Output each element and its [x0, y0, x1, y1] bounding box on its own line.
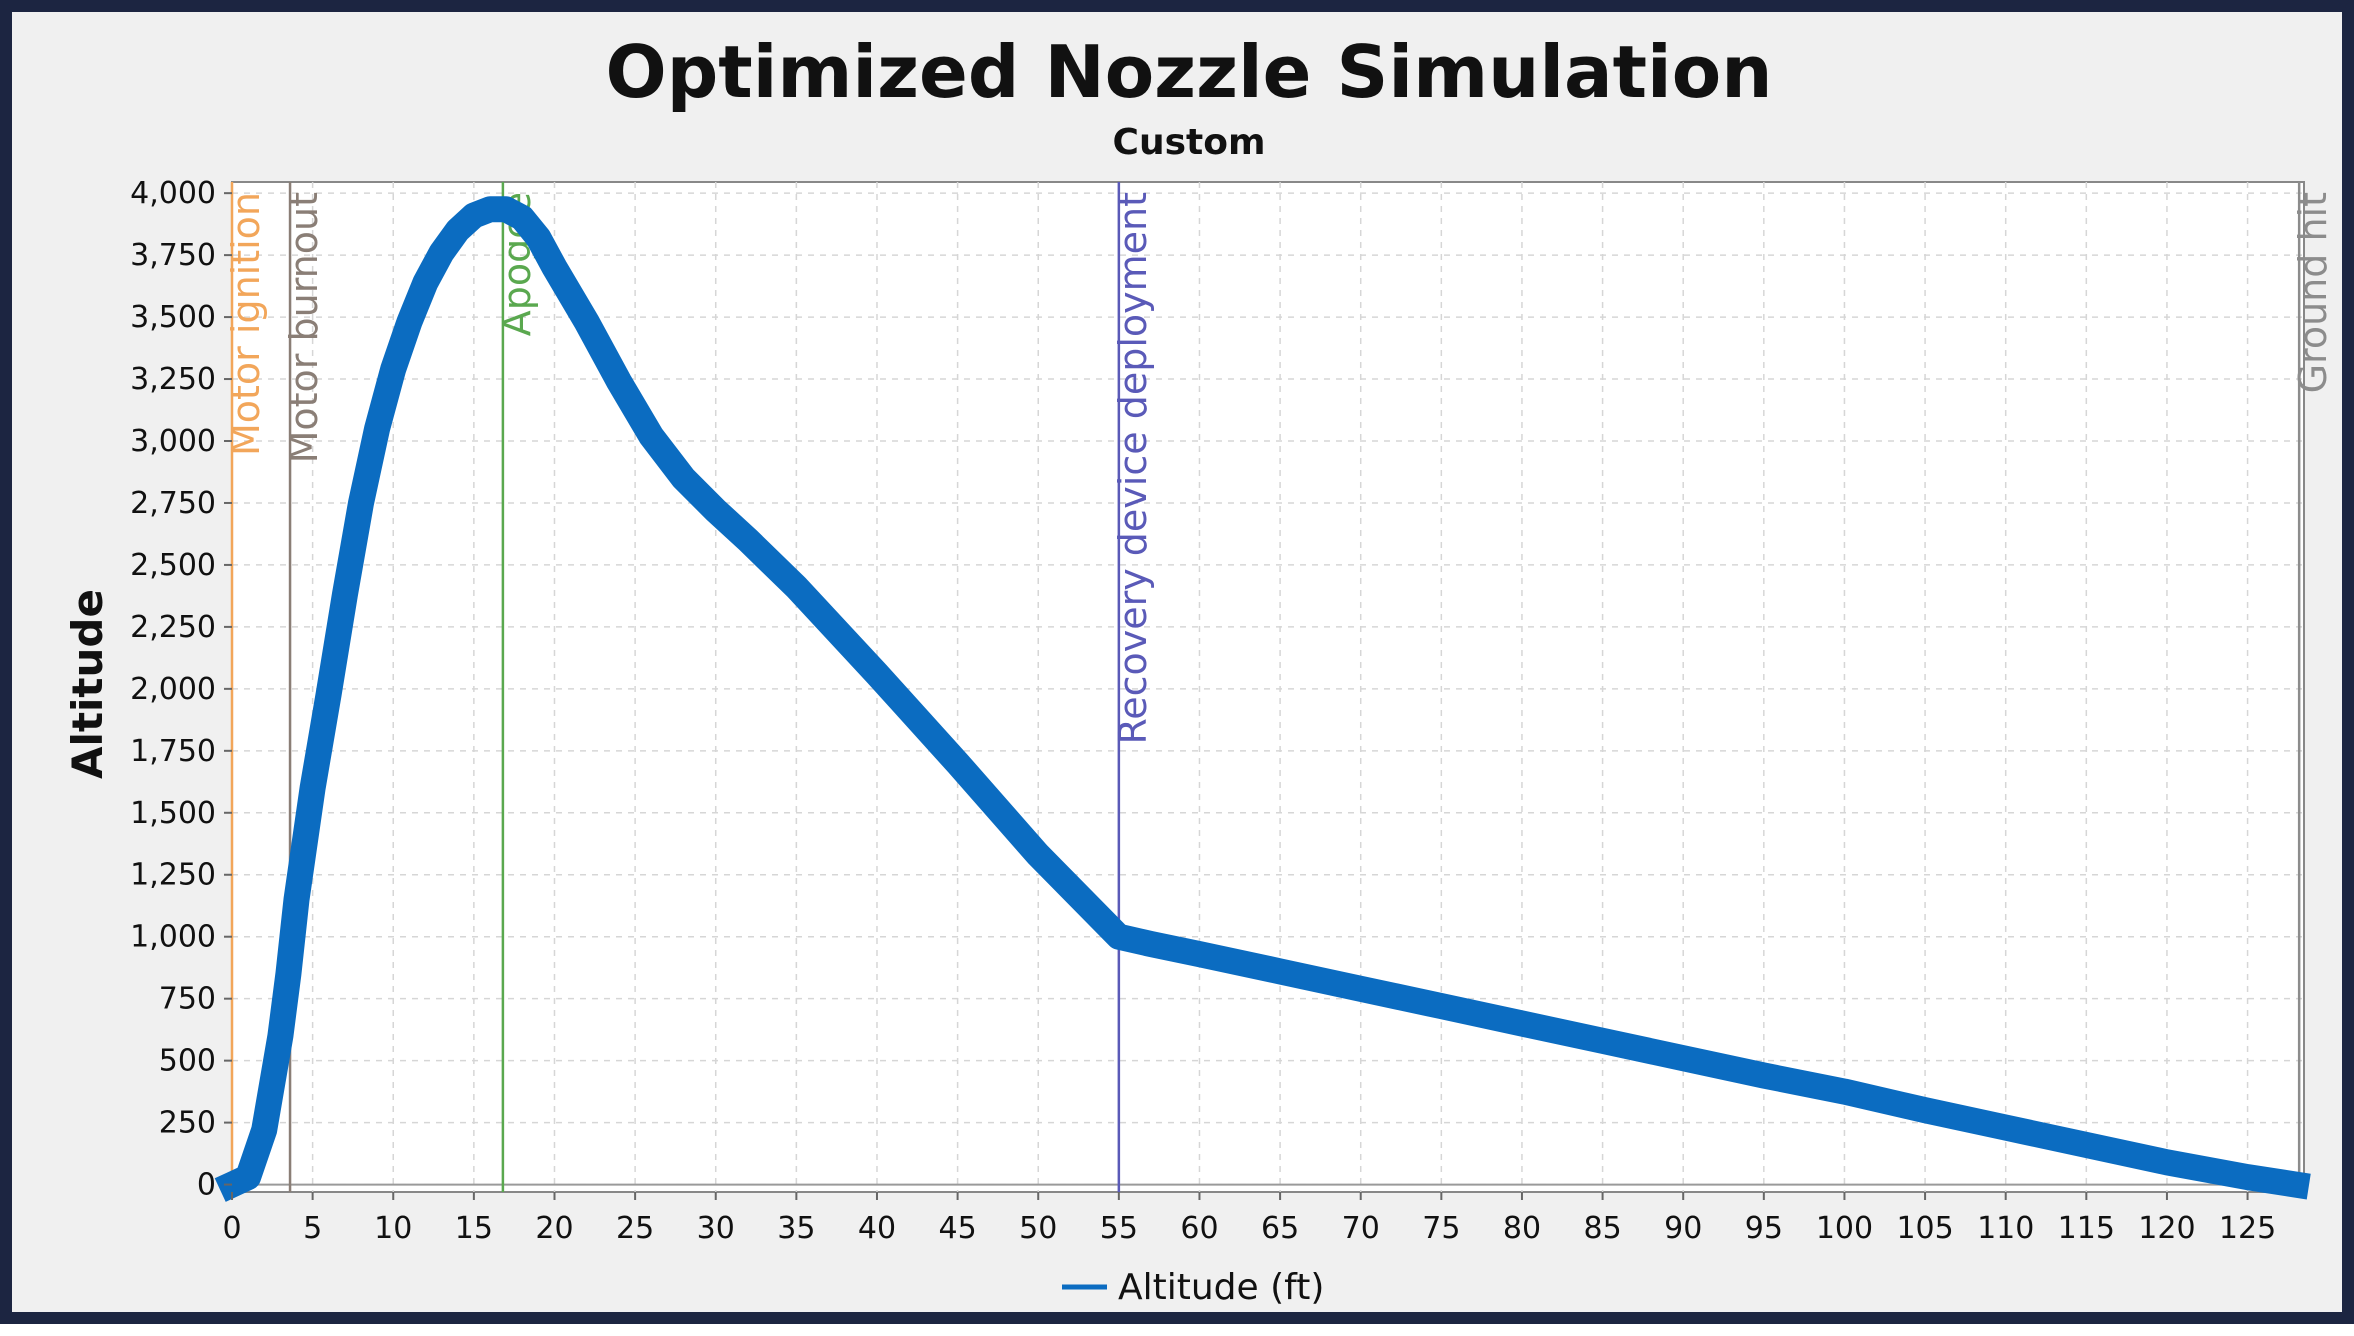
- x-tick-label: 20: [535, 1211, 573, 1246]
- event-label: Motor burnout: [282, 192, 326, 463]
- x-tick-label: 55: [1100, 1211, 1138, 1246]
- x-tick-label: 95: [1745, 1211, 1783, 1246]
- x-tick-label: 45: [939, 1211, 977, 1246]
- x-tick-label: 60: [1180, 1211, 1218, 1246]
- chart: Optimized Nozzle Simulation Custom Altit…: [63, 30, 2335, 1308]
- y-tick-label: 250: [159, 1106, 216, 1141]
- y-tick-label: 2,250: [130, 610, 216, 645]
- x-tick-label: 110: [1977, 1211, 2034, 1246]
- x-tick-label: 50: [1019, 1211, 1057, 1246]
- x-tick-label: 100: [1816, 1211, 1873, 1246]
- y-axis-ticks: 0 250 500 750 1,000 1,250 1,500 1,750 2,000 2,250…: [130, 176, 232, 1203]
- x-tick-label: 65: [1261, 1211, 1299, 1246]
- altitude-series-line: [214, 196, 2311, 1202]
- x-tick-label: 30: [697, 1211, 735, 1246]
- x-tick-label: 105: [1896, 1211, 1953, 1246]
- x-tick-label: 0: [222, 1211, 241, 1246]
- x-tick-label: 80: [1503, 1211, 1541, 1246]
- x-axis-ticks: 0 5 10 15 20 25 30 35 40 45 50 55 60 65 70 75 80 85 90 95 10…: [222, 1192, 2276, 1246]
- x-tick-label: 85: [1583, 1211, 1621, 1246]
- y-tick-label: 1,500: [130, 796, 216, 831]
- y-tick-label: 750: [159, 982, 216, 1017]
- legend: Altitude (ft): [1062, 1267, 1324, 1308]
- x-tick-label: 120: [2138, 1211, 2195, 1246]
- x-tick-label: 10: [374, 1211, 412, 1246]
- x-tick-label: 70: [1342, 1211, 1380, 1246]
- y-tick-label: 1,750: [130, 734, 216, 769]
- grid: [231, 182, 2304, 1192]
- x-tick-label: 5: [303, 1211, 322, 1246]
- event-label: Ground hit: [2291, 192, 2335, 393]
- x-tick-label: 25: [616, 1211, 654, 1246]
- y-tick-label: 2,500: [130, 548, 216, 583]
- y-tick-label: 1,250: [130, 858, 216, 893]
- x-tick-label: 115: [2058, 1211, 2115, 1246]
- x-tick-label: 40: [858, 1211, 896, 1246]
- legend-label: Altitude (ft): [1118, 1267, 1324, 1308]
- x-tick-label: 75: [1422, 1211, 1460, 1246]
- y-tick-label: 2,750: [130, 486, 216, 521]
- event-label: Motor ignition: [224, 192, 268, 456]
- y-tick-label: 1,000: [130, 920, 216, 955]
- chart-subtitle: Custom: [1113, 122, 1266, 163]
- y-tick-label: 3,750: [130, 238, 216, 273]
- event-markers: Motor ignition Motor burnout Apogee Recover…: [224, 182, 2335, 1192]
- y-tick-label: 4,000: [130, 176, 216, 211]
- x-tick-label: 90: [1664, 1211, 1702, 1246]
- y-axis-label: Altitude: [63, 589, 112, 779]
- series-layer: [214, 196, 2311, 1202]
- x-tick-label: 35: [777, 1211, 815, 1246]
- event-label: Recovery device deployment: [1111, 192, 1155, 744]
- y-tick-label: 3,500: [130, 300, 216, 335]
- y-tick-label: 3,250: [130, 362, 216, 397]
- y-tick-label: 2,000: [130, 672, 216, 707]
- y-tick-label: 0: [197, 1168, 216, 1203]
- y-tick-label: 500: [159, 1044, 216, 1079]
- x-tick-label: 15: [455, 1211, 493, 1246]
- y-tick-label: 3,000: [130, 424, 216, 459]
- plot-area: [231, 181, 2305, 1193]
- x-tick-label: 125: [2219, 1211, 2276, 1246]
- chart-title: Optimized Nozzle Simulation: [606, 30, 1773, 114]
